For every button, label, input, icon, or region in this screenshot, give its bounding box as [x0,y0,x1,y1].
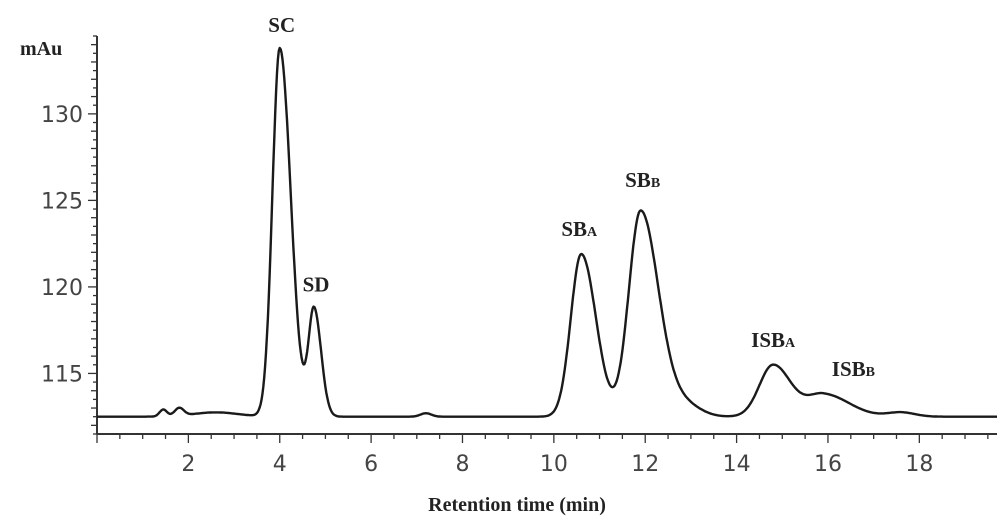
x-tick-label: 10 [540,452,568,477]
peak-label-main: SB [561,217,587,241]
peak-label-sc: SC [268,13,295,37]
peak-label-sub: A [587,225,598,240]
chromatogram-trace [96,46,998,418]
x-tick-label: 16 [814,452,842,477]
x-ticks: 2 4 6 8 10 12 14 16 18 [96,434,989,477]
x-tick-label: 4 [273,452,287,477]
x-tick-label: 6 [364,452,378,477]
x-axis-title: Retention time (min) [428,494,606,516]
x-tick-label: 14 [723,452,751,477]
x-tick-label: 12 [631,452,659,477]
y-axis-title: mAu [20,38,62,60]
y-tick-label: 120 [41,276,83,301]
peak-label-sub: B [866,365,875,380]
peak-label-main: ISB [751,328,785,352]
peak-label-isba: ISBA [751,328,796,352]
y-tick-label: 125 [41,189,83,214]
peak-label-main: ISB [832,357,866,381]
y-tick-label: 115 [41,362,83,387]
peak-label-main: SB [625,168,651,192]
trace-layer [96,46,998,418]
peak-label-sub: B [651,176,660,191]
x-tick-label: 8 [455,452,469,477]
peak-label-sbb: SBB [625,168,660,192]
peak-label-main: SD [303,272,330,296]
peak-label-main: SC [268,13,295,37]
x-tick-label: 18 [905,452,933,477]
y-tick-label: 130 [41,103,83,128]
peak-label-sba: SBA [561,217,598,241]
peak-label-isbb: ISBB [832,357,875,381]
peak-label-sub: A [785,336,796,351]
x-tick-label: 2 [181,452,195,477]
peak-label-sd: SD [303,272,330,296]
y-ticks: 115 120 125 130 [41,35,97,435]
